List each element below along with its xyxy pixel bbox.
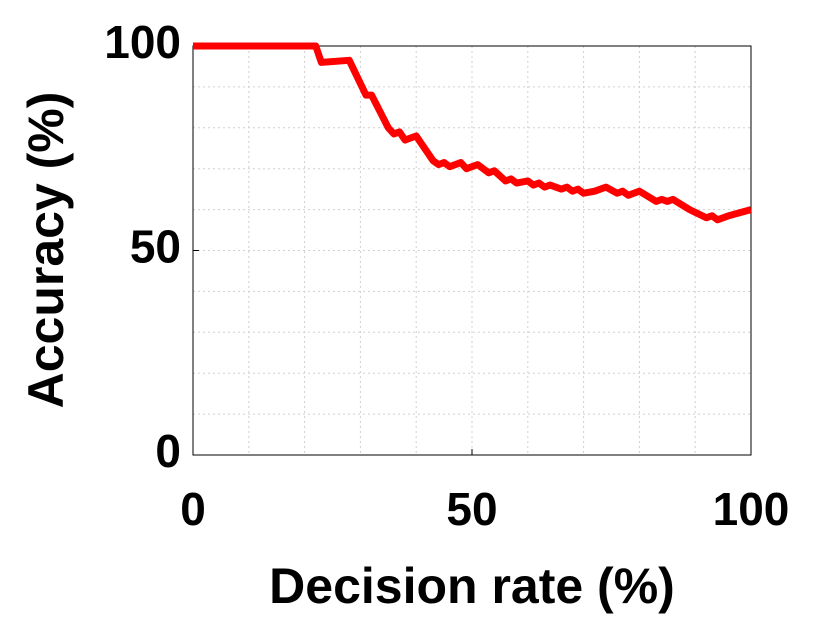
y-axis-label: Accuracy (%) bbox=[18, 92, 74, 409]
y-tick-label: 50 bbox=[130, 221, 181, 273]
axes-box bbox=[192, 45, 752, 456]
y-tick-label: 0 bbox=[155, 425, 181, 477]
x-tick-label: 100 bbox=[713, 483, 790, 535]
line-series bbox=[193, 42, 752, 224]
x-tick-label: 50 bbox=[446, 483, 497, 535]
y-tick-label: 100 bbox=[104, 16, 181, 68]
x-axis-label: Decision rate (%) bbox=[269, 558, 675, 614]
x-tick-label: 0 bbox=[180, 483, 206, 535]
